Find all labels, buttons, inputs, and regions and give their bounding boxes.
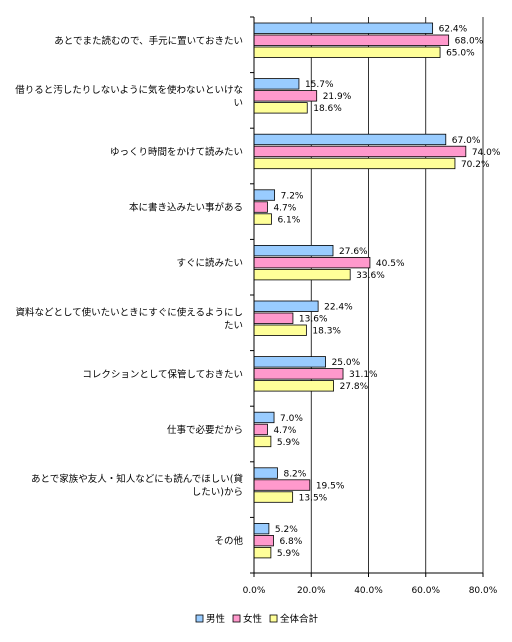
category-label: ゆっくり時間をかけて読みたい [110, 146, 243, 158]
data-label: 5.2% [275, 525, 298, 535]
bar [253, 268, 351, 281]
bar [253, 46, 441, 58]
data-label: 4.7% [273, 426, 296, 436]
data-label: 65.0% [446, 49, 475, 59]
category-label: したい)から [192, 487, 243, 498]
category-label: い [233, 98, 243, 109]
bar [253, 380, 334, 392]
bar [253, 368, 344, 380]
data-label: 68.0% [455, 37, 484, 47]
category-label: コレクションとして保管しておきたい [82, 368, 243, 380]
category-label: 本に書き込みたい事がある [129, 202, 243, 214]
data-label: 7.0% [280, 414, 303, 424]
category-label: すぐに読みたい [176, 257, 243, 269]
bar [253, 300, 319, 312]
legend-label: 女性 [243, 613, 263, 625]
data-label: 8.2% [283, 469, 306, 479]
bar [253, 22, 434, 34]
axes [250, 16, 484, 577]
bar [253, 213, 272, 225]
data-label: 21.9% [323, 92, 352, 102]
value-labels: 62.4% 15.7% 67.0% 7.2% 27.6% 22.4% 25.0% 7.0% 8.… [273, 25, 500, 559]
data-label: 18.6% [313, 104, 342, 114]
legend-label: 男性 [206, 613, 226, 625]
bar [253, 479, 311, 491]
bar [253, 189, 276, 201]
legend-swatch [232, 614, 241, 623]
bar [253, 467, 278, 479]
bar [253, 312, 294, 324]
bar [253, 435, 272, 448]
legend-swatch [195, 614, 204, 623]
legend-label: 全体合計 [280, 613, 319, 625]
x-tick-label: 40.0% [354, 586, 383, 596]
data-label: 27.6% [339, 247, 368, 257]
bar [253, 244, 334, 257]
data-label: 74.0% [472, 148, 501, 158]
data-label: 27.8% [340, 382, 369, 392]
bar [253, 256, 371, 269]
data-label: 6.8% [279, 537, 302, 547]
category-label: たい [224, 320, 243, 331]
bar [253, 90, 318, 102]
x-tick-label: 60.0% [411, 586, 440, 596]
data-label: 5.9% [277, 438, 300, 448]
x-tick-label: 80.0% [469, 586, 498, 596]
data-label: 25.0% [332, 358, 361, 368]
legend: 男性 女性 全体合計 [195, 613, 319, 625]
category-label: 借りると汚したりしないように気を使わないといけな [15, 84, 243, 96]
bar [253, 523, 270, 535]
bar [253, 78, 300, 90]
bar [253, 102, 308, 114]
data-label: 15.7% [305, 80, 334, 90]
legend-swatch [269, 614, 278, 623]
bar [253, 133, 447, 146]
category-label: あとでまた読むので、手元に置いておきたい [54, 35, 243, 47]
bar [253, 547, 272, 559]
bars [253, 22, 467, 559]
data-label: 5.9% [277, 549, 300, 559]
data-label: 31.1% [349, 370, 378, 380]
tick-labels: 0.0% 20.0% 40.0% 60.0% 80.0% [243, 586, 498, 596]
data-label: 33.6% [356, 271, 385, 281]
bar [253, 34, 450, 46]
bar [253, 356, 326, 368]
data-label: 13.5% [299, 493, 328, 503]
category-label: その他 [214, 535, 243, 547]
bar [253, 201, 268, 213]
category-label: 仕事で必要だから [167, 424, 243, 436]
x-tick-label: 0.0% [243, 586, 266, 596]
data-label: 67.0% [452, 136, 481, 146]
bar [253, 157, 456, 170]
category-labels: あとでまた読むので、手元に置いておきたい借りると汚したりしないように気を使わない… [15, 35, 243, 547]
data-label: 40.5% [376, 259, 405, 269]
bar [253, 491, 294, 503]
data-label: 7.2% [281, 191, 304, 201]
bar [253, 423, 268, 436]
data-label: 19.5% [316, 481, 345, 491]
bar [253, 411, 275, 424]
x-tick-label: 20.0% [297, 586, 326, 596]
data-label: 62.4% [439, 25, 468, 35]
data-label: 70.2% [461, 160, 490, 170]
bar [253, 535, 274, 547]
bar [253, 324, 307, 336]
data-label: 13.6% [299, 315, 328, 325]
grid-lines [310, 17, 484, 573]
data-label: 22.4% [324, 303, 353, 313]
data-label: 6.1% [277, 215, 300, 225]
data-label: 18.3% [312, 327, 341, 337]
category-label: 資料などとして使いたいときにすぐに使えるようにし [15, 306, 243, 318]
category-label: あとで家族や友人・知人などにも読んでほしい(貸 [31, 473, 243, 485]
bar [253, 145, 467, 158]
data-label: 4.7% [273, 203, 296, 213]
